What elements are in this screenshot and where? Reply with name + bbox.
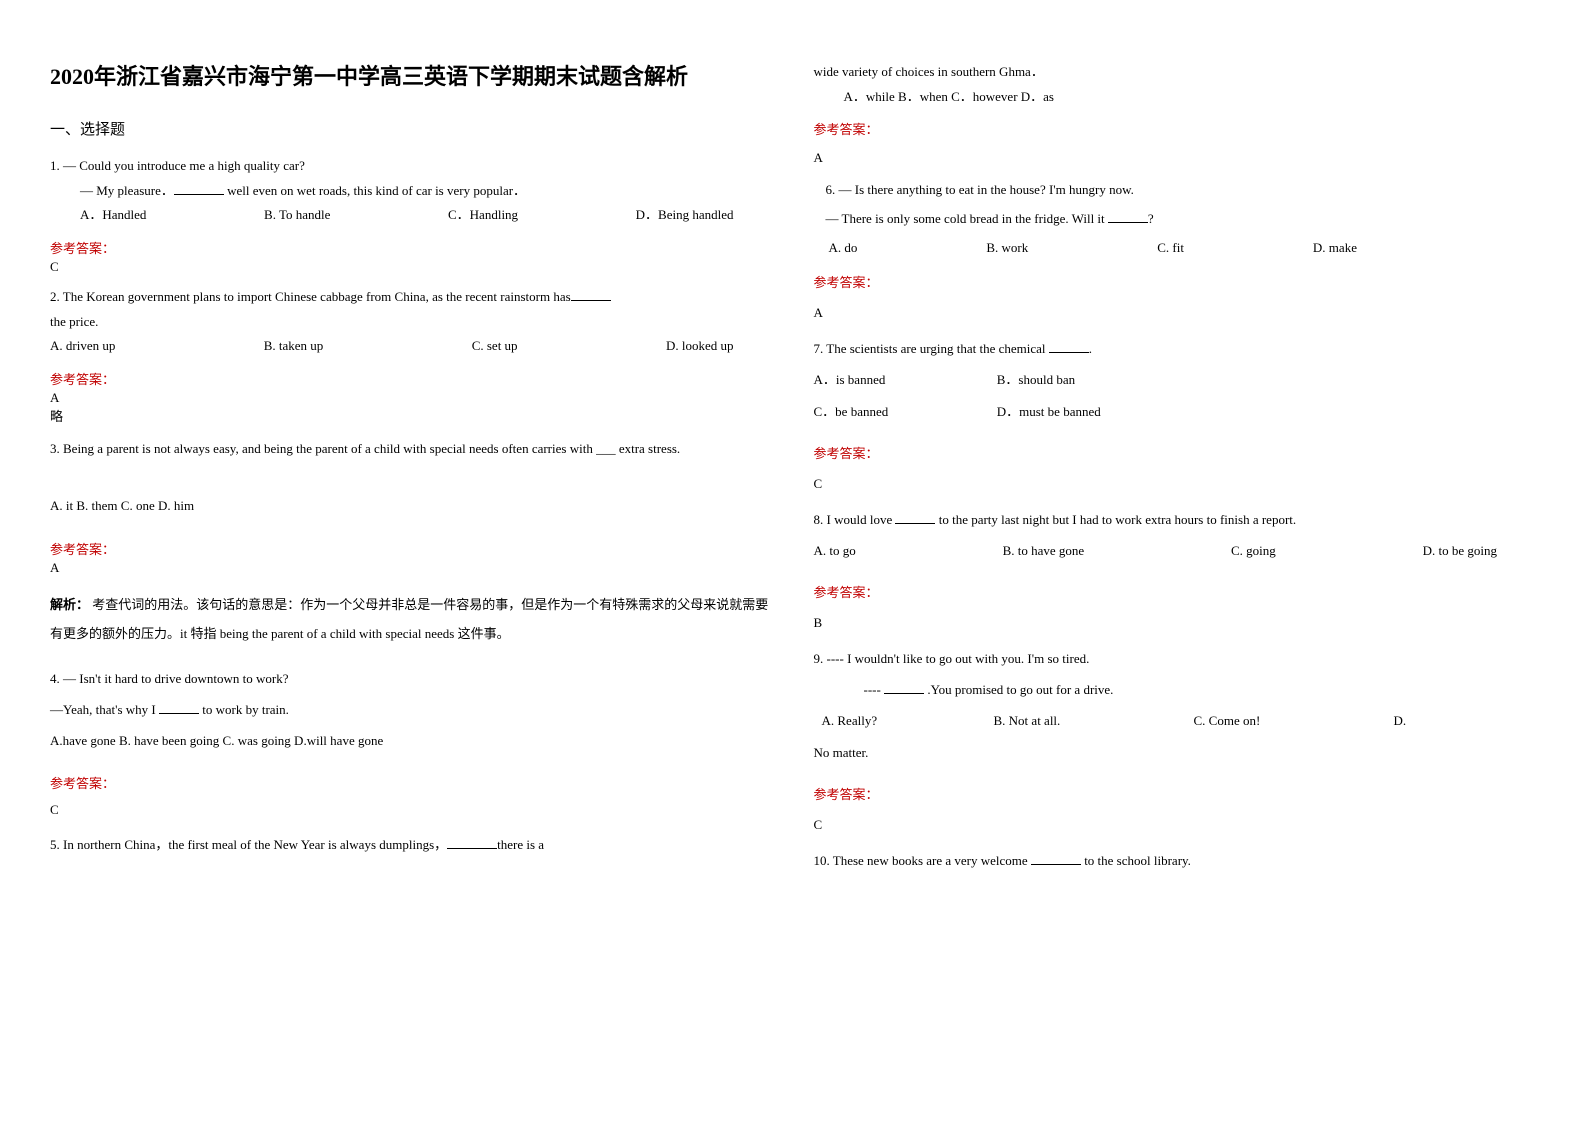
q9-line1: 9. ---- I wouldn't like to go out with y… bbox=[814, 643, 1538, 674]
question-6: 6. — Is there anything to eat in the hou… bbox=[814, 176, 1538, 262]
q9-optA: A. Really? bbox=[814, 705, 994, 736]
q6-optA: A. do bbox=[829, 234, 858, 263]
q2-optD: D. looked up bbox=[666, 334, 734, 359]
answer-label: 参考答案： bbox=[50, 238, 774, 257]
q3-options: A. it B. them C. one D. him bbox=[50, 492, 774, 521]
explanation-label: 解析： bbox=[50, 597, 89, 612]
document-title: 2020年浙江省嘉兴市海宁第一中学高三英语下学期期末试题含解析 bbox=[50, 60, 774, 93]
blank bbox=[895, 511, 935, 524]
answer-label: 参考答案： bbox=[814, 272, 1538, 291]
answer-label: 参考答案： bbox=[814, 784, 1538, 803]
blank bbox=[571, 288, 611, 301]
question-7: 7. The scientists are urging that the ch… bbox=[814, 333, 1538, 427]
q9-optD-text: No matter. bbox=[814, 737, 1538, 768]
q5b-answer: A bbox=[814, 150, 1538, 166]
right-column: wide variety of choices in southern Ghma… bbox=[814, 60, 1538, 1062]
q6-line2: — There is only some cold bread in the f… bbox=[814, 205, 1538, 234]
q5b-options: A．while B．when C．however D．as bbox=[814, 85, 1538, 110]
q6-optC: C. fit bbox=[1157, 234, 1184, 263]
answer-label: 参考答案： bbox=[50, 369, 774, 388]
section-header: 一、选择题 bbox=[50, 118, 774, 139]
q8-answer: B bbox=[814, 615, 1538, 631]
q7-line1: 7. The scientists are urging that the ch… bbox=[814, 333, 1538, 364]
q5-line1: 5. In northern China，the first meal of t… bbox=[50, 833, 774, 858]
q7-optC: C．be banned bbox=[814, 396, 994, 427]
q2-optA: A. driven up bbox=[50, 334, 115, 359]
q3-line1: 3. Being a parent is not always easy, an… bbox=[50, 435, 774, 464]
q7-optB: B．should ban bbox=[997, 364, 1075, 395]
q1-optC: C．Handling bbox=[448, 203, 518, 228]
q2-options: A. driven up B. taken up C. set up D. lo… bbox=[50, 334, 774, 359]
q9-optD-prefix: D. bbox=[1394, 705, 1407, 736]
blank bbox=[1031, 852, 1081, 865]
q6-answer: A bbox=[814, 305, 1538, 321]
q1-optD: D．Being handled bbox=[636, 203, 734, 228]
blank bbox=[1108, 210, 1148, 223]
answer-label: 参考答案： bbox=[50, 539, 774, 558]
q8-optA: A. to go bbox=[814, 535, 856, 566]
q5b-line1: wide variety of choices in southern Ghma… bbox=[814, 60, 1538, 85]
q10-line1: 10. These new books are a very welcome t… bbox=[814, 845, 1538, 876]
blank bbox=[159, 701, 199, 714]
q2-answer: A 略 bbox=[50, 390, 774, 425]
q8-optD: D. to be going bbox=[1423, 535, 1497, 566]
q6-optD: D. make bbox=[1313, 234, 1357, 263]
question-9: 9. ---- I wouldn't like to go out with y… bbox=[814, 643, 1538, 768]
q7-row2: C．be banned D．must be banned bbox=[814, 396, 1538, 427]
q7-optA: A．is banned bbox=[814, 364, 994, 395]
q3-answer: A bbox=[50, 560, 774, 576]
q3-explanation: 解析： 考查代词的用法。该句话的意思是：作为一个父母并非总是一件容易的事，但是作… bbox=[50, 591, 774, 648]
q1-options: A．Handled B. To handle C．Handling D．Bein… bbox=[50, 203, 774, 228]
question-5: 5. In northern China，the first meal of t… bbox=[50, 833, 774, 858]
q7-answer: C bbox=[814, 476, 1538, 492]
q8-optB: B. to have gone bbox=[1003, 535, 1085, 566]
blank bbox=[174, 182, 224, 195]
q6-line1: 6. — Is there anything to eat in the hou… bbox=[814, 176, 1538, 205]
q8-optC: C. going bbox=[1231, 535, 1276, 566]
q6-options: A. do B. work C. fit D. make bbox=[814, 234, 1538, 263]
q8-line1: 8. I would love to the party last night … bbox=[814, 504, 1538, 535]
blank bbox=[1049, 340, 1089, 353]
q4-line1: 4. — Isn't it hard to drive downtown to … bbox=[50, 663, 774, 694]
q4-line2: —Yeah, that's why I to work by train. bbox=[50, 694, 774, 725]
question-4: 4. — Isn't it hard to drive downtown to … bbox=[50, 663, 774, 757]
answer-label: 参考答案： bbox=[814, 119, 1538, 138]
q1-line2: — My pleasure． well even on wet roads, t… bbox=[50, 179, 774, 204]
q8-options: A. to go B. to have gone C. going D. to … bbox=[814, 535, 1538, 566]
question-1: 1. — Could you introduce me a high quali… bbox=[50, 154, 774, 228]
q1-optA: A．Handled bbox=[80, 203, 146, 228]
q9-optB: B. Not at all. bbox=[994, 705, 1194, 736]
q9-answer: C bbox=[814, 817, 1538, 833]
q2-line2: the price. bbox=[50, 310, 774, 335]
q2-optB: B. taken up bbox=[264, 334, 324, 359]
q9-optC: C. Come on! bbox=[1194, 705, 1394, 736]
q1-answer: C bbox=[50, 259, 774, 275]
question-2: 2. The Korean government plans to import… bbox=[50, 285, 774, 359]
answer-label: 参考答案： bbox=[814, 582, 1538, 601]
question-5b: wide variety of choices in southern Ghma… bbox=[814, 60, 1538, 109]
q7-row1: A．is banned B．should ban bbox=[814, 364, 1538, 395]
question-3: 3. Being a parent is not always easy, an… bbox=[50, 435, 774, 521]
q9-options: A. Really? B. Not at all. C. Come on! D. bbox=[814, 705, 1538, 736]
answer-label: 参考答案： bbox=[814, 443, 1538, 462]
question-8: 8. I would love to the party last night … bbox=[814, 504, 1538, 566]
left-column: 2020年浙江省嘉兴市海宁第一中学高三英语下学期期末试题含解析 一、选择题 1.… bbox=[50, 60, 774, 1062]
q1-line1: 1. — Could you introduce me a high quali… bbox=[50, 154, 774, 179]
q2-optC: C. set up bbox=[472, 334, 518, 359]
answer-label: 参考答案： bbox=[50, 773, 774, 792]
q7-optD: D．must be banned bbox=[997, 396, 1101, 427]
blank bbox=[447, 836, 497, 849]
q2-line1: 2. The Korean government plans to import… bbox=[50, 285, 774, 310]
q6-optB: B. work bbox=[986, 234, 1028, 263]
question-10: 10. These new books are a very welcome t… bbox=[814, 845, 1538, 876]
q1-optB: B. To handle bbox=[264, 203, 330, 228]
blank bbox=[884, 681, 924, 694]
q4-options: A.have gone B. have been going C. was go… bbox=[50, 725, 774, 756]
q9-line2: ---- .You promised to go out for a drive… bbox=[814, 674, 1538, 705]
q4-answer: C bbox=[50, 802, 774, 818]
